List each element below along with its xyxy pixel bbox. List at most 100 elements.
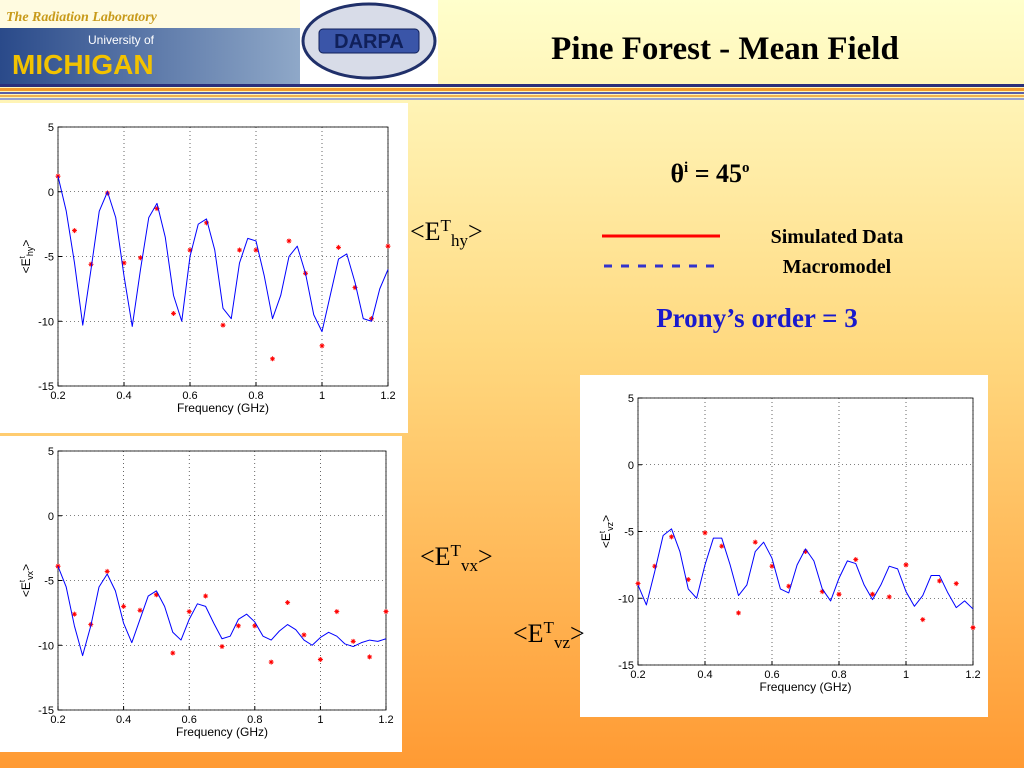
stripe <box>0 84 1024 87</box>
label-sup: t <box>18 255 27 258</box>
slide-title: Pine Forest - Mean Field <box>551 31 899 67</box>
y-axis-label: <Etvz> <box>598 515 615 548</box>
data-point <box>72 228 77 234</box>
data-point <box>385 243 391 249</box>
data-point <box>286 238 292 244</box>
stripe <box>0 98 1024 100</box>
data-point <box>71 611 77 617</box>
data-point <box>853 557 859 563</box>
x-tick-label: 0.8 <box>831 669 846 681</box>
data-point <box>317 656 323 662</box>
x-tick-label: 1.2 <box>965 669 980 681</box>
data-point <box>970 625 976 631</box>
data-point <box>719 543 725 549</box>
incidence-angle: θi = 45o <box>670 159 749 188</box>
angle-text: = 45 <box>688 159 742 188</box>
label-sup: t <box>18 579 27 582</box>
y-tick-label: -5 <box>44 576 54 588</box>
data-point <box>367 654 373 660</box>
data-point <box>334 609 340 615</box>
michigan-logo <box>0 28 300 84</box>
label-sub: vz <box>605 521 615 531</box>
data-point <box>903 562 909 568</box>
label-sub: hy <box>451 231 469 250</box>
label-sup: T <box>544 618 555 637</box>
stripe <box>0 92 1024 94</box>
data-point <box>669 534 674 540</box>
data-point <box>369 316 374 322</box>
x-tick-label: 1.2 <box>380 390 395 402</box>
label-main: <E <box>420 542 451 571</box>
x-tick-label: 0.6 <box>764 669 779 681</box>
university-of: University of <box>88 33 155 47</box>
data-point <box>186 609 192 615</box>
x-axis-label: Frequency (GHz) <box>177 401 269 415</box>
data-point <box>270 356 275 362</box>
data-point <box>352 285 358 291</box>
label-main: <E <box>410 217 441 246</box>
data-point <box>121 603 127 609</box>
y-tick-label: -10 <box>38 316 54 328</box>
data-point <box>652 563 658 569</box>
data-point <box>769 563 775 569</box>
plot-frame <box>57 126 389 387</box>
y-tick-label: -10 <box>618 593 634 605</box>
legend: Simulated Data Macromodel <box>602 226 903 278</box>
data-point <box>154 206 160 212</box>
label-end: > <box>19 564 33 571</box>
stripe <box>0 95 1024 97</box>
chart: 0.2 0.4 0.6 0.8 1 1.2 5 0 -5 -10 -15 Frequency (GHz… <box>0 103 408 433</box>
x-axis-label: Frequency (GHz) <box>759 680 851 694</box>
data-point <box>736 610 741 616</box>
y-tick-label: -15 <box>38 381 54 393</box>
chart-label: <ETvz> <box>513 618 585 652</box>
data-point <box>937 578 942 584</box>
data-point <box>803 549 808 555</box>
x-tick-label: 0.2 <box>50 714 65 726</box>
label-main: <E <box>19 582 33 597</box>
label-sub: vx <box>461 556 479 575</box>
data-point <box>819 589 825 595</box>
x-tick-label: 0.6 <box>182 390 197 402</box>
data-point <box>285 600 291 606</box>
data-point <box>886 594 892 600</box>
angle-sup: i <box>684 160 688 176</box>
y-tick-label: 5 <box>48 122 54 134</box>
chart: 0.2 0.4 0.6 0.8 1 1.2 5 0 -5 -10 -15 Frequency (GHz… <box>580 375 988 717</box>
x-tick-label: 0.2 <box>50 390 65 402</box>
label-end: > <box>478 542 493 571</box>
data-point <box>702 530 708 536</box>
y-tick-label: 0 <box>48 187 54 199</box>
label-sub: vz <box>554 633 571 652</box>
data-point <box>752 539 758 545</box>
model-line <box>57 176 389 333</box>
data-point <box>121 260 127 266</box>
x-tick-label: 1 <box>903 669 909 681</box>
x-axis-label: Frequency (GHz) <box>176 725 268 739</box>
x-tick-label: 1 <box>319 390 325 402</box>
data-point <box>171 310 176 316</box>
legend-label: Macromodel <box>783 256 892 278</box>
label-sup: t <box>598 530 607 533</box>
x-tick-label: 0.4 <box>116 390 131 402</box>
data-point <box>220 322 226 328</box>
label-end: > <box>599 515 613 522</box>
y-tick-label: -5 <box>44 252 54 264</box>
legend-label: Simulated Data <box>771 226 904 248</box>
x-tick-label: 0.8 <box>247 714 262 726</box>
x-tick-label: 0.4 <box>116 714 131 726</box>
label-main: <E <box>513 619 544 648</box>
data-point <box>104 568 110 574</box>
chart-background <box>580 375 988 717</box>
chart-background <box>0 436 402 752</box>
y-tick-label: 5 <box>628 393 634 405</box>
y-tick-label: -10 <box>38 640 54 652</box>
data-point <box>685 577 691 583</box>
data-point <box>268 659 274 665</box>
label-sub: hy <box>25 246 35 256</box>
darpa-plate <box>318 28 420 54</box>
data-point <box>953 581 959 587</box>
data-point <box>319 343 325 349</box>
